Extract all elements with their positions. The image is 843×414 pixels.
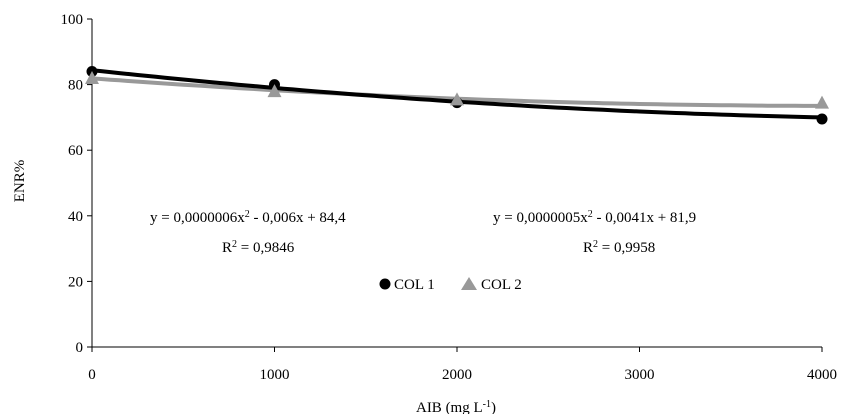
point-col2-3 <box>815 95 829 109</box>
point-col2-1 <box>267 84 282 98</box>
y-tick-label: 40 <box>68 209 83 225</box>
y-tick-label: 0 <box>76 340 84 356</box>
legend-col2-label: COL 2 <box>481 277 522 293</box>
r2-col1-text: R2 = 0,9846 <box>222 239 295 257</box>
r2-col2-text: R2 = 0,9958 <box>583 239 655 257</box>
point-col2-0 <box>85 71 99 85</box>
legend-col1-label: COL 1 <box>394 277 435 293</box>
equation-col1: y = 0,0000006x2 - 0,006x + 84,4 R2 = 0,9… <box>150 209 346 257</box>
legend-col2-marker <box>461 277 477 290</box>
x-tick-label: 4000 <box>807 367 837 383</box>
y-tick-label: 60 <box>68 143 83 159</box>
x-tick-label: 1000 <box>260 367 290 383</box>
x-tick-label: 0 <box>88 367 96 383</box>
equation-col2: y = 0,0000005x2 - 0,0041x + 81,9 R2 = 0,… <box>493 209 696 257</box>
y-tick-label: 20 <box>68 274 83 290</box>
y-tick-label: 80 <box>68 78 83 94</box>
point-col2-2 <box>450 92 464 106</box>
data-points <box>85 65 829 125</box>
x-tick-label: 2000 <box>442 367 472 383</box>
legend: COL 1 COL 2 <box>379 277 522 293</box>
point-col1-3 <box>816 113 828 125</box>
x-tick-label: 3000 <box>625 367 655 383</box>
x-axis-label: AIB (mg L-1) <box>416 399 496 414</box>
equation-col2-text: y = 0,0000005x2 - 0,0041x + 81,9 <box>493 209 696 227</box>
equation-col1-text: y = 0,0000006x2 - 0,006x + 84,4 <box>150 209 346 227</box>
y-tick-label: 100 <box>61 12 84 28</box>
legend-col1-marker <box>379 278 391 290</box>
y-axis-label: ENR% <box>12 160 28 203</box>
